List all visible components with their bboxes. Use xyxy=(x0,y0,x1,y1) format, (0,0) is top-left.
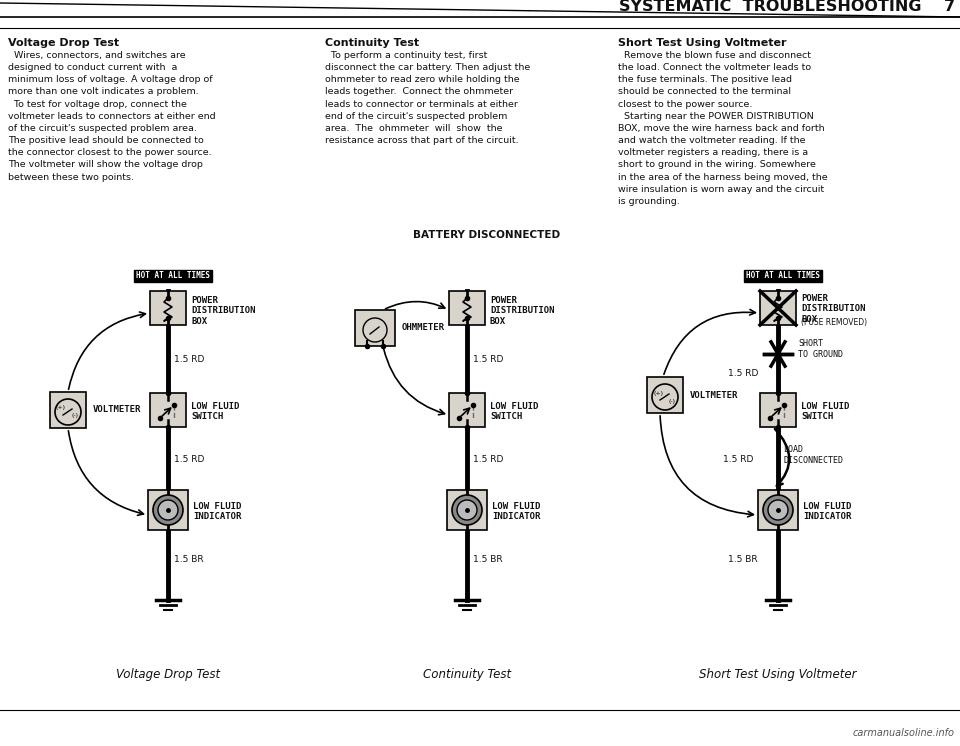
Text: LOW FLUID
INDICATOR: LOW FLUID INDICATOR xyxy=(803,502,852,521)
Text: (FUSE REMOVED): (FUSE REMOVED) xyxy=(801,318,867,327)
Circle shape xyxy=(158,500,178,520)
Bar xyxy=(758,490,798,530)
Bar xyxy=(647,377,683,413)
Text: BATTERY DISCONNECTED: BATTERY DISCONNECTED xyxy=(414,230,561,240)
Circle shape xyxy=(763,495,793,525)
Text: Voltage Drop Test: Voltage Drop Test xyxy=(8,38,119,48)
Bar xyxy=(50,392,86,428)
Text: OHMMETER: OHMMETER xyxy=(402,324,445,333)
Text: To perform a continuity test, first
disconnect the car battery. Then adjust the
: To perform a continuity test, first disc… xyxy=(325,51,530,145)
Bar xyxy=(447,490,487,530)
Text: carmanualsoline.info: carmanualsoline.info xyxy=(853,728,955,738)
Text: 1.5 BR: 1.5 BR xyxy=(473,556,503,565)
Text: SHORT
TO GROUND: SHORT TO GROUND xyxy=(798,339,843,359)
Bar xyxy=(449,291,485,325)
Bar xyxy=(150,393,186,427)
Text: 1.5 RD: 1.5 RD xyxy=(723,456,754,465)
Bar xyxy=(150,291,186,325)
Text: 1.5 RD: 1.5 RD xyxy=(174,456,204,465)
Text: VOLTMETER: VOLTMETER xyxy=(690,390,738,400)
Bar xyxy=(760,291,796,325)
Text: (-): (-) xyxy=(71,413,79,419)
Text: 1.5 RD: 1.5 RD xyxy=(473,354,503,363)
Text: 1.5 RD: 1.5 RD xyxy=(174,354,204,363)
Text: 1.5 BR: 1.5 BR xyxy=(174,556,204,565)
Text: 1.5 RD: 1.5 RD xyxy=(473,456,503,465)
Text: HOT AT ALL TIMES: HOT AT ALL TIMES xyxy=(746,272,820,280)
Text: Voltage Drop Test: Voltage Drop Test xyxy=(116,668,220,681)
Text: LOW FLUID
SWITCH: LOW FLUID SWITCH xyxy=(801,402,850,421)
Text: (+): (+) xyxy=(56,406,66,410)
Circle shape xyxy=(153,495,183,525)
Circle shape xyxy=(768,500,788,520)
Text: Remove the blown fuse and disconnect
the load. Connect the voltmeter leads to
th: Remove the blown fuse and disconnect the… xyxy=(618,51,828,206)
Text: LOW FLUID
SWITCH: LOW FLUID SWITCH xyxy=(490,402,539,421)
Bar xyxy=(760,393,796,427)
Text: POWER
DISTRIBUTION
BOX: POWER DISTRIBUTION BOX xyxy=(801,294,866,324)
Text: SYSTEMATIC  TROUBLESHOOTING    7: SYSTEMATIC TROUBLESHOOTING 7 xyxy=(619,0,955,14)
Circle shape xyxy=(55,399,81,425)
Text: VOLTMETER: VOLTMETER xyxy=(93,406,141,415)
Text: Short Test Using Voltmeter: Short Test Using Voltmeter xyxy=(699,668,856,681)
Text: (+): (+) xyxy=(653,390,663,395)
Circle shape xyxy=(363,318,387,342)
Bar xyxy=(148,490,188,530)
Bar xyxy=(449,393,485,427)
Text: LOW FLUID
SWITCH: LOW FLUID SWITCH xyxy=(191,402,239,421)
Text: LOAD
DISCONNECTED: LOAD DISCONNECTED xyxy=(783,445,843,465)
Text: 1.5 BR: 1.5 BR xyxy=(728,556,757,565)
Text: Continuity Test: Continuity Test xyxy=(423,668,511,681)
Text: HOT AT ALL TIMES: HOT AT ALL TIMES xyxy=(136,272,210,280)
Text: LOW FLUID
INDICATOR: LOW FLUID INDICATOR xyxy=(492,502,540,521)
Text: LOW FLUID
INDICATOR: LOW FLUID INDICATOR xyxy=(193,502,241,521)
Text: Short Test Using Voltmeter: Short Test Using Voltmeter xyxy=(618,38,786,48)
Circle shape xyxy=(452,495,482,525)
Circle shape xyxy=(652,384,678,410)
Bar xyxy=(355,310,395,346)
Text: POWER
DISTRIBUTION
BOX: POWER DISTRIBUTION BOX xyxy=(490,296,555,326)
Circle shape xyxy=(457,500,477,520)
Text: POWER
DISTRIBUTION
BOX: POWER DISTRIBUTION BOX xyxy=(191,296,255,326)
Text: Wires, connectors, and switches are
designed to conduct current with  a
minimum : Wires, connectors, and switches are desi… xyxy=(8,51,216,181)
Text: (-): (-) xyxy=(668,398,676,404)
Text: Continuity Test: Continuity Test xyxy=(325,38,420,48)
Text: 1.5 RD: 1.5 RD xyxy=(728,369,758,378)
